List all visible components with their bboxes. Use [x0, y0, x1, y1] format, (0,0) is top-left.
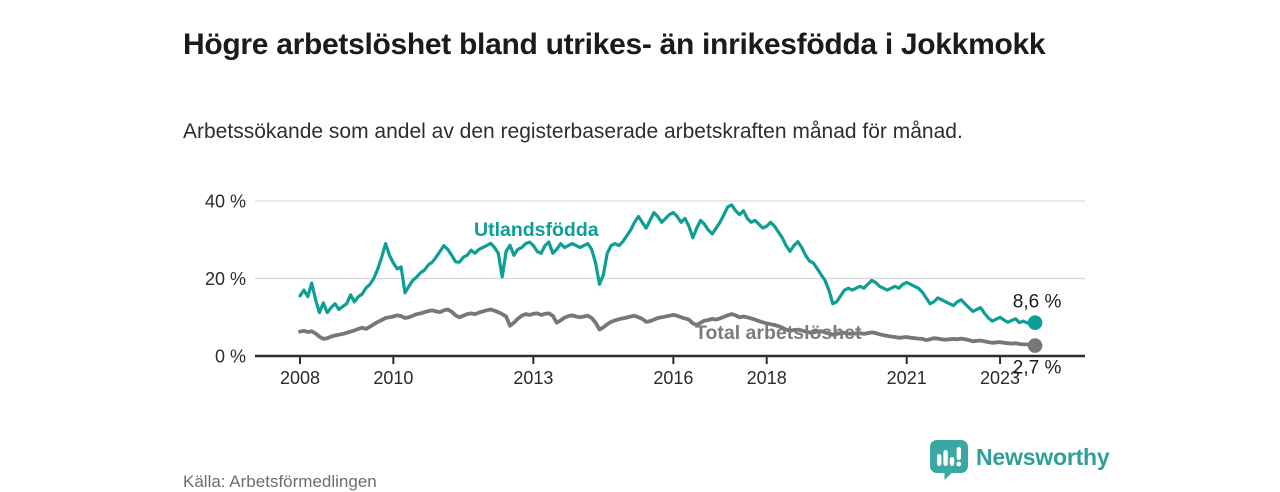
end-value-label: 2,7 % [1013, 358, 1062, 379]
newsworthy-logo [930, 440, 968, 480]
series-end-dot-total [1027, 338, 1043, 353]
end-value-label: 8,6 % [1013, 292, 1062, 313]
x-axis-tick-label: 2021 [887, 368, 927, 388]
y-axis-tick-label: 40 % [205, 192, 246, 212]
series-label-total: Total arbetslöshet [695, 322, 862, 344]
chart-subtitle: Arbetssökande som andel av den registerb… [183, 120, 963, 143]
line-chart-canvas: 0 % 20 % 40 % 2008 2010 2013 2016 2018 2021 2023 U… [205, 192, 1085, 388]
source-note: Källa: Arbetsförmedlingen [183, 472, 377, 491]
x-axis-tick-label: 2008 [280, 368, 320, 388]
series-label-utlandsfodda: Utlandsfödda [474, 219, 599, 241]
series-line-utlandsfodda [298, 203, 1037, 325]
speech-bubble-bar-chart-icon [930, 440, 968, 480]
series-end-dot-utlandsfodda [1027, 315, 1043, 330]
y-axis-tick-label: 0 % [215, 347, 246, 367]
x-axis-tick-label: 2023 [980, 368, 1020, 388]
x-axis-tick-label: 2016 [653, 368, 693, 388]
x-axis-tick-label: 2018 [747, 368, 787, 388]
brand-name: Newsworthy [976, 444, 1110, 470]
page-title: Högre arbetslöshet bland utrikes- än inr… [183, 28, 1046, 62]
x-axis-tick-label: 2013 [513, 368, 553, 388]
x-axis-tick-label: 2010 [373, 368, 413, 388]
y-axis-tick-label: 20 % [205, 269, 246, 289]
series-line-total [298, 307, 1037, 348]
